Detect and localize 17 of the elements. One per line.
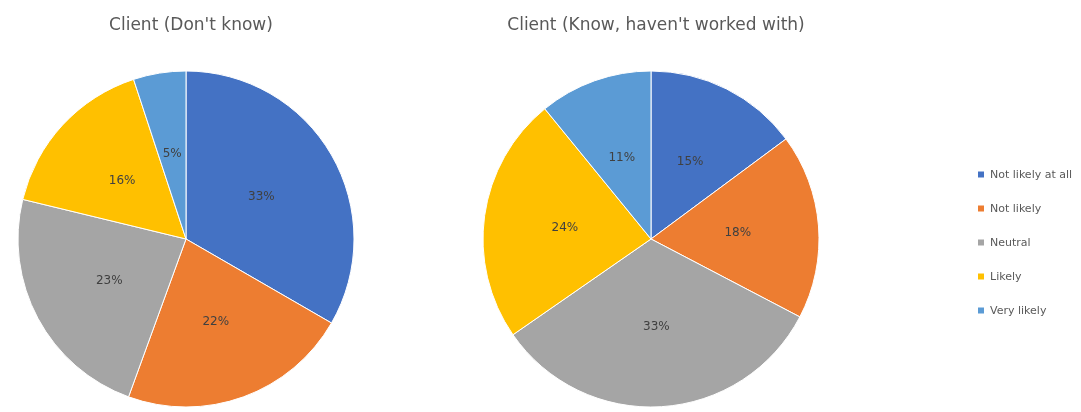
legend-label: Likely xyxy=(990,270,1022,283)
legend-label: Neutral xyxy=(990,236,1031,249)
chart-title: Client (Don't know) xyxy=(109,13,273,34)
data-label: 23% xyxy=(95,273,123,288)
legend-label: Not likely at all xyxy=(990,168,1073,181)
data-label: 15% xyxy=(676,154,704,169)
data-label: 24% xyxy=(551,219,579,234)
data-label: 16% xyxy=(108,172,136,187)
legend-label: Not likely xyxy=(990,202,1042,215)
data-label: 5% xyxy=(162,146,182,161)
data-label: 22% xyxy=(202,313,230,328)
legend-label: Very likely xyxy=(990,304,1047,317)
data-label: 11% xyxy=(608,150,636,165)
data-label: 18% xyxy=(724,225,752,240)
data-label: 33% xyxy=(248,188,275,203)
data-label: 33% xyxy=(643,318,670,333)
chart-title: Client (Know, haven't worked with) xyxy=(507,13,805,34)
